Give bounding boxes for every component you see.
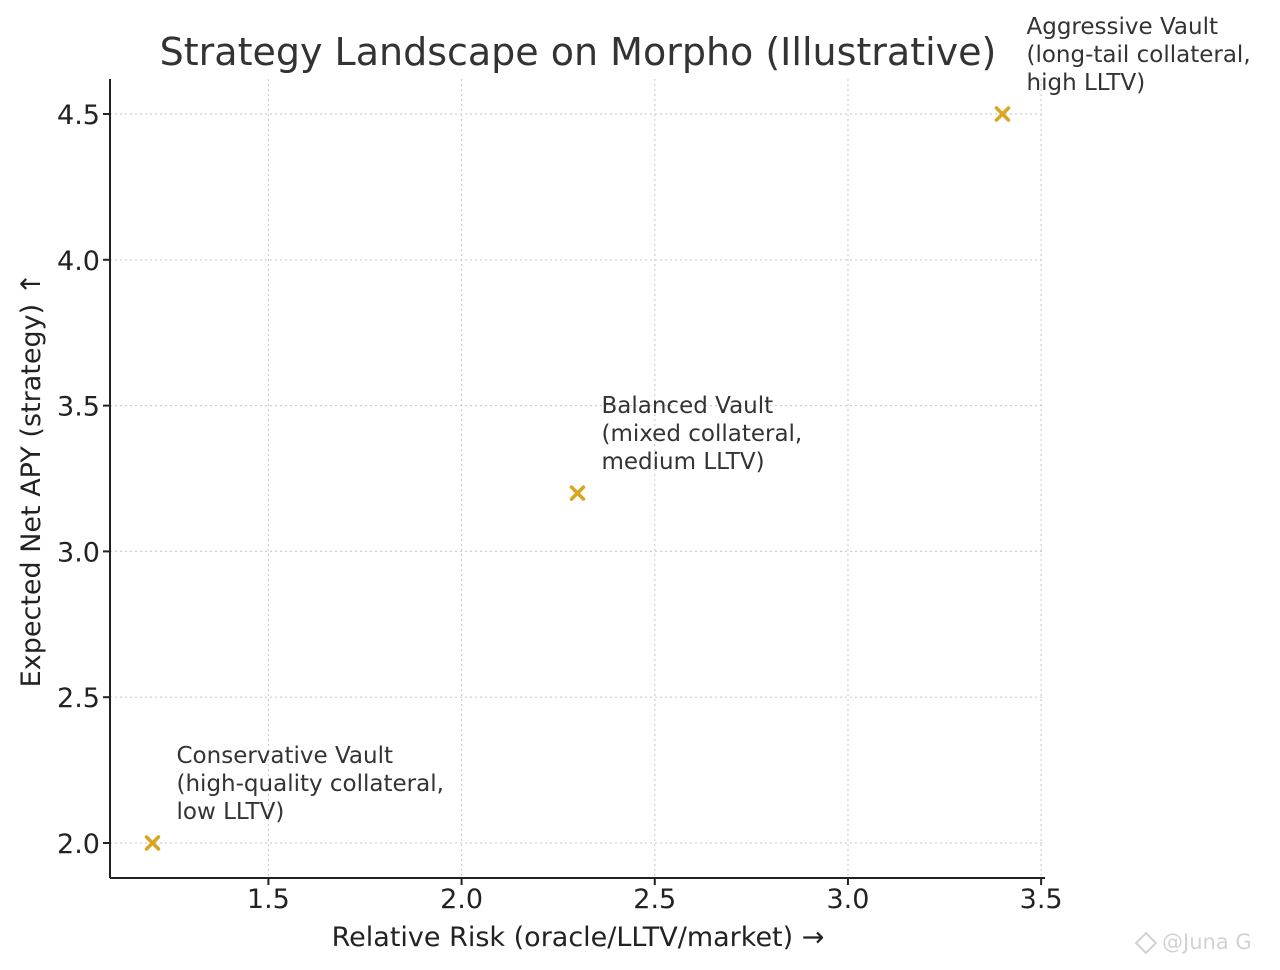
point-layer: [144, 106, 1011, 851]
y-tick-label: 4.5: [57, 100, 100, 131]
y-tick-label: 4.0: [57, 246, 100, 277]
point-annotation: Conservative Vault (high-quality collater…: [177, 743, 444, 825]
point-annotation: Balanced Vault (mixed collateral, medium L…: [602, 393, 803, 475]
x-tick-label: 3.0: [826, 884, 869, 915]
y-axis-label: Expected Net APY (strategy) ↑: [16, 273, 47, 688]
y-tick-label: 2.5: [57, 683, 100, 714]
y-tick-label: 2.0: [57, 829, 100, 860]
watermark: @Juna G: [1134, 930, 1252, 955]
binance-logo-icon: [1134, 931, 1158, 955]
x-tick-label: 2.5: [633, 884, 676, 915]
data-point-marker: [994, 106, 1011, 122]
tick-layer: 1.5 2.0 2.5 3.0 3.5 2.0 2.5 3.0 3.5 4.0 4.5: [57, 100, 1063, 915]
x-axis-label: Relative Risk (oracle/LLTV/market) →: [332, 922, 825, 953]
point-annotation: Aggressive Vault (long-tail collateral, hi…: [1027, 14, 1251, 96]
grid-layer: [110, 79, 1045, 878]
data-point-marker: [569, 485, 586, 501]
chart-title: Strategy Landscape on Morpho (Illustrati…: [160, 30, 997, 74]
y-tick-label: 3.5: [57, 392, 100, 423]
x-tick-label: 2.0: [440, 884, 483, 915]
x-tick-label: 1.5: [247, 884, 290, 915]
watermark-text: @Juna G: [1162, 930, 1252, 954]
annotation-layer: Conservative Vault (high-quality collater…: [177, 14, 1251, 825]
data-point-marker: [144, 835, 161, 851]
y-tick-label: 3.0: [57, 537, 100, 568]
x-tick-label: 3.5: [1020, 884, 1063, 915]
